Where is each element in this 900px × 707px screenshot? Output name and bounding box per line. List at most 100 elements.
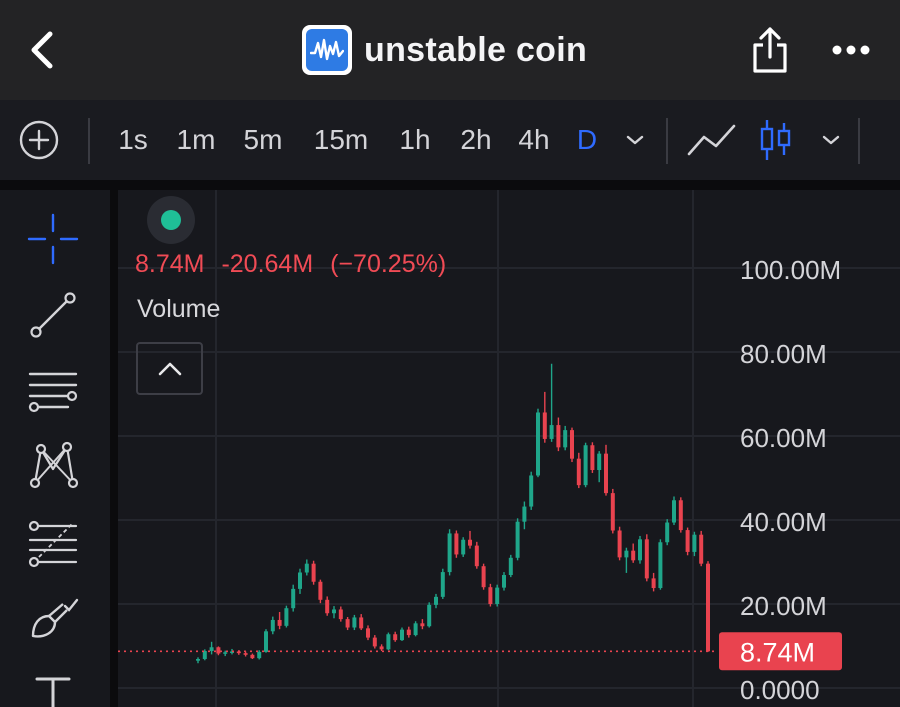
legend-values: 8.74M -20.64M (−70.25%) xyxy=(135,250,446,279)
horizontal-lines-icon xyxy=(28,372,78,413)
trend-line-tool[interactable] xyxy=(22,284,84,346)
interval-dropdown-button[interactable] xyxy=(620,100,650,180)
candle-body xyxy=(665,522,670,543)
candle-body xyxy=(338,609,343,620)
candle-body xyxy=(570,430,574,459)
candle-body xyxy=(372,637,377,647)
brush-icon xyxy=(31,598,79,638)
candle-body xyxy=(406,629,411,636)
candlestick-button[interactable] xyxy=(756,100,796,180)
candle-body xyxy=(216,647,221,654)
chart-panel[interactable]: 100.00M 80.00M 60.00M 40.00M 20.00M 0.0000 8.7… xyxy=(118,190,900,707)
candle-body xyxy=(311,563,316,582)
candle-body xyxy=(454,533,459,555)
legend-change-percent: (−70.25%) xyxy=(330,250,447,278)
legend-last-value: 8.74M xyxy=(135,250,205,278)
crosshair-tool[interactable] xyxy=(22,208,84,270)
candle-body xyxy=(488,587,493,604)
candle-body xyxy=(440,572,445,597)
candle-body xyxy=(461,539,466,555)
candle-body xyxy=(291,588,296,609)
horizontal-lines-tool[interactable] xyxy=(22,360,84,422)
page-title: unstable coin xyxy=(364,30,588,69)
interval-1s[interactable]: 1s xyxy=(118,124,148,155)
candle-body xyxy=(604,453,608,494)
candle-body xyxy=(495,587,500,604)
candle-body xyxy=(196,659,200,661)
candle-body xyxy=(590,445,595,471)
add-button[interactable] xyxy=(16,100,62,180)
chevron-left-icon xyxy=(31,31,53,69)
interval-4h[interactable]: 4h xyxy=(518,124,550,155)
candle-body xyxy=(379,646,384,650)
page-title-group: unstable coin xyxy=(302,25,587,75)
candle-body xyxy=(400,629,404,641)
pattern-tool[interactable] xyxy=(22,434,84,496)
candle-body xyxy=(583,445,588,486)
interval-5m[interactable]: 5m xyxy=(243,124,283,155)
candle-body xyxy=(366,628,370,638)
candle-body xyxy=(508,557,513,576)
candle-body xyxy=(672,500,676,523)
last-price-label-box xyxy=(719,632,842,671)
candle-body xyxy=(658,542,663,589)
plus-circle-icon xyxy=(19,120,59,160)
candle-body xyxy=(202,651,207,660)
share-button[interactable] xyxy=(748,24,792,76)
pattern-icon xyxy=(29,441,79,489)
fib-tool[interactable] xyxy=(22,512,84,574)
candle-body xyxy=(318,581,323,600)
candle-body xyxy=(651,578,656,589)
y-axis-tick-label: 60.00M xyxy=(740,423,827,453)
candle-body xyxy=(284,608,289,626)
interval-d[interactable]: D xyxy=(576,124,598,155)
toolbar-divider xyxy=(88,118,90,164)
interval-2h[interactable]: 2h xyxy=(460,124,492,155)
indicator-label: Volume xyxy=(137,295,221,323)
waveform-logo-icon xyxy=(302,25,352,75)
candle-body xyxy=(352,617,357,628)
candle-body xyxy=(223,652,228,654)
candle-body xyxy=(678,500,683,531)
candlestick-chart[interactable]: 100.00M 80.00M 60.00M 40.00M 20.00M 0.0000 8.7… xyxy=(118,190,900,707)
candle-body xyxy=(474,545,479,567)
chevron-down-icon xyxy=(822,135,840,145)
y-axis-tick-label: 40.00M xyxy=(740,507,827,537)
market-status-indicator[interactable] xyxy=(147,196,195,244)
candle-body xyxy=(304,563,309,573)
chevron-down-icon xyxy=(626,135,644,145)
toolbar-divider xyxy=(666,118,668,164)
more-button[interactable] xyxy=(826,34,876,66)
candle-body xyxy=(685,530,690,552)
y-axis-tick-label: 80.00M xyxy=(740,339,827,369)
candle-body xyxy=(515,521,520,558)
candle-body xyxy=(617,530,622,558)
chart-type-dropdown-button[interactable] xyxy=(816,100,846,180)
last-price-label: 8.74M xyxy=(740,637,815,667)
candle-body xyxy=(549,425,554,439)
interval-1m[interactable]: 1m xyxy=(176,124,216,155)
candle-body xyxy=(243,653,248,655)
fib-icon xyxy=(28,520,78,568)
share-icon xyxy=(753,27,787,73)
candle-body xyxy=(420,623,425,627)
back-button[interactable] xyxy=(22,28,62,72)
candle-body xyxy=(236,651,241,654)
candle-body xyxy=(386,634,391,650)
candle-body xyxy=(481,566,486,588)
toolbar-divider xyxy=(858,118,860,164)
y-axis-tick-label: 20.00M xyxy=(740,591,827,621)
text-tool[interactable] xyxy=(22,660,84,707)
interval-15m[interactable]: 15m xyxy=(313,124,369,155)
candle-body xyxy=(468,539,472,546)
brush-tool[interactable] xyxy=(22,588,84,650)
trend-line-icon xyxy=(30,292,76,338)
candle-body xyxy=(699,534,704,564)
line-chart-button[interactable] xyxy=(684,100,740,180)
collapse-legend-button[interactable] xyxy=(136,342,203,395)
interval-1h[interactable]: 1h xyxy=(399,124,431,155)
candle-body xyxy=(529,475,534,507)
candle-body xyxy=(706,563,710,652)
text-icon xyxy=(35,677,71,707)
candle-body xyxy=(230,651,234,653)
